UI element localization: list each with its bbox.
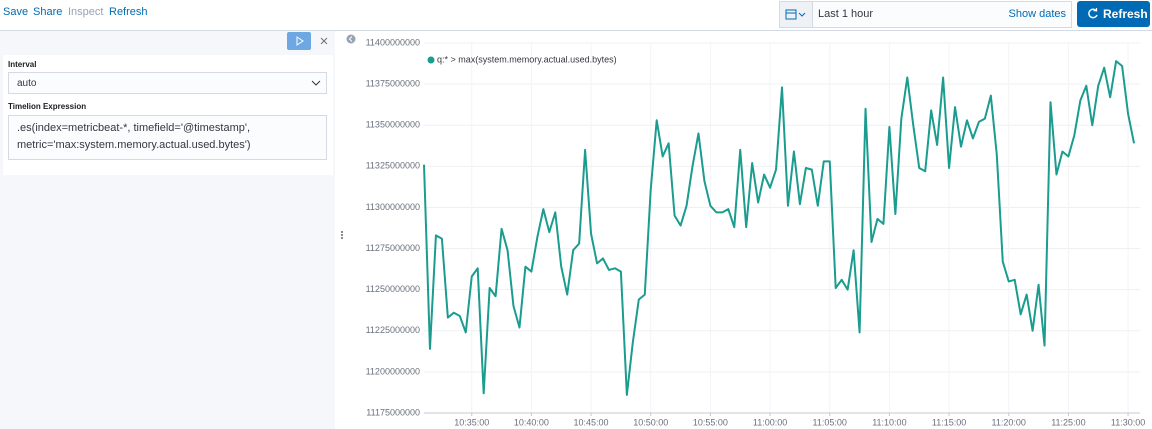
- divider: [341, 34, 356, 239]
- close-icon[interactable]: [318, 35, 330, 47]
- legend-dot: [427, 56, 435, 64]
- refresh-button[interactable]: Refresh: [1077, 1, 1150, 27]
- top-bar: [0, 0, 1152, 31]
- inspect-link[interactable]: Inspect: [68, 6, 104, 18]
- expression-label: Timelion Expression: [8, 102, 87, 111]
- x-tick-label: 10:50:00: [633, 417, 668, 427]
- calendar-button[interactable]: [780, 2, 813, 27]
- save-link[interactable]: Save: [3, 6, 29, 18]
- x-tick-label: 11:05:00: [813, 417, 847, 427]
- y-tick-label: 11325000000: [366, 161, 420, 171]
- y-tick-label: 11175000000: [366, 407, 420, 417]
- refresh-link[interactable]: Refresh: [109, 6, 148, 18]
- x-tick-label: 10:55:00: [693, 417, 728, 427]
- x-tick-label: 11:10:00: [872, 417, 906, 427]
- chart: 11175000000 11200000000 11225000000 1125000…: [366, 37, 1146, 427]
- y-tick-label: 11400000000: [366, 37, 420, 47]
- refresh-icon: [1088, 8, 1098, 19]
- date-picker: Last 1 hour Show dates: [779, 1, 1072, 28]
- y-tick-label: 11250000000: [366, 284, 420, 294]
- y-tick-label: 11225000000: [366, 325, 420, 335]
- refresh-label: Refresh: [1103, 7, 1148, 21]
- x-tick-label: 10:40:00: [514, 417, 549, 427]
- x-tick-label: 11:00:00: [753, 417, 787, 427]
- run-button[interactable]: [287, 32, 311, 50]
- x-tick-label: 11:20:00: [992, 417, 1026, 427]
- line: [423, 60, 1136, 396]
- y-tick-label: 11350000000: [366, 120, 420, 130]
- play-icon: [296, 36, 304, 46]
- calendar-icon: [785, 9, 806, 20]
- y-tick-label: 11375000000: [366, 78, 420, 88]
- y-tick-label: 11200000000: [366, 366, 420, 376]
- x-tick-label: 10:45:00: [574, 417, 609, 427]
- y-tick-label: 11275000000: [366, 243, 420, 253]
- interval-value: auto: [17, 78, 37, 89]
- x-tick-label: 11:15:00: [932, 417, 966, 427]
- interval-select[interactable]: auto: [8, 72, 327, 94]
- x-tick-label: 10:35:00: [454, 417, 489, 427]
- x-tick-label: 11:25:00: [1051, 417, 1085, 427]
- expression-input[interactable]: .es(index=metricbeat-*, timefield='@time…: [8, 115, 327, 160]
- legend-label: q:* > max(system.memory.actual.used.byte…: [437, 54, 617, 64]
- interval-label: Interval: [8, 60, 37, 69]
- time-range[interactable]: Last 1 hour: [818, 8, 874, 20]
- show-dates[interactable]: Show dates: [1008, 8, 1066, 20]
- y-tick-label: 11300000000: [366, 202, 420, 212]
- share-link[interactable]: Share: [33, 6, 63, 18]
- x-tick-label: 11:30:00: [1111, 417, 1145, 427]
- chevron-icon: [311, 80, 321, 86]
